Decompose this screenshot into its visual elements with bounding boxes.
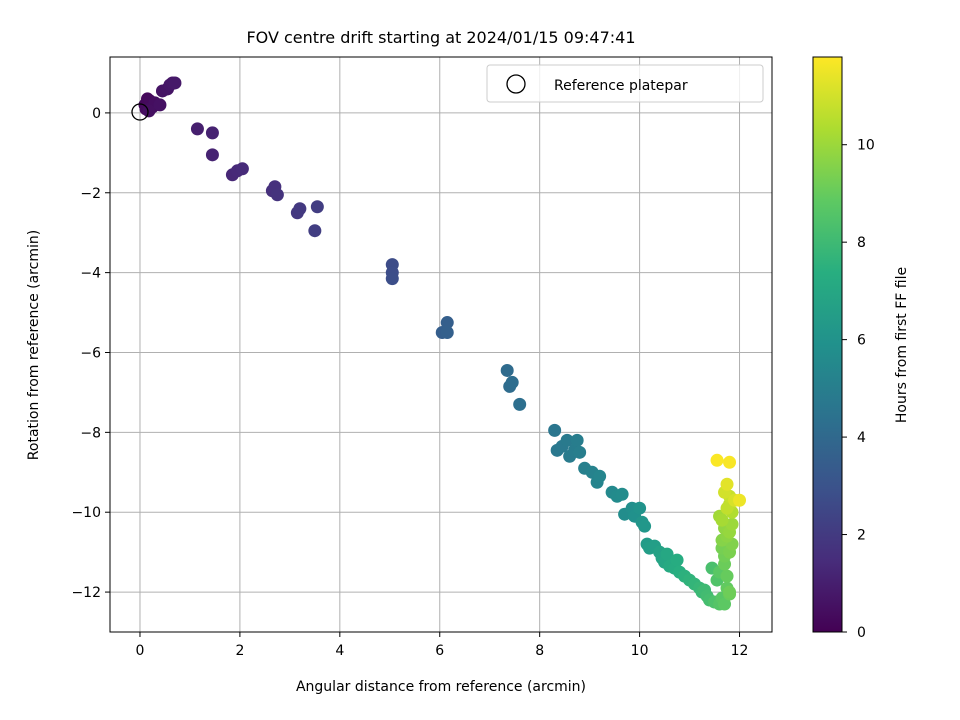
y-tick-label: −8 bbox=[80, 425, 101, 441]
scatter-point bbox=[715, 513, 729, 527]
scatter-point bbox=[505, 375, 519, 389]
x-tick-label: 0 bbox=[136, 643, 145, 659]
scatter-point bbox=[142, 104, 156, 118]
colorbar-gradient bbox=[812, 56, 843, 633]
scatter-point bbox=[205, 148, 219, 162]
scatter-point bbox=[385, 272, 399, 286]
scatter-point bbox=[190, 122, 204, 136]
scatter-point bbox=[733, 493, 747, 507]
colorbar-tick-label: 4 bbox=[857, 430, 866, 446]
x-tick-label: 8 bbox=[535, 643, 544, 659]
scatter-point bbox=[440, 326, 454, 340]
x-tick-label: 2 bbox=[235, 643, 244, 659]
scatter-point bbox=[593, 469, 607, 483]
y-tick-label: 0 bbox=[92, 106, 101, 122]
y-axis-label: Rotation from reference (arcmin) bbox=[26, 230, 42, 460]
scatter-point bbox=[548, 423, 562, 437]
colorbar: 0 2 4 6 8 10 Hours from first FF file bbox=[812, 56, 910, 641]
scatter-point bbox=[723, 585, 737, 599]
scatter-point bbox=[205, 126, 219, 140]
x-tick-label: 10 bbox=[631, 643, 649, 659]
legend-label: Reference platepar bbox=[554, 78, 688, 94]
scatter-point bbox=[710, 453, 724, 467]
scatter-point bbox=[723, 455, 737, 469]
reference-platepar-marker bbox=[131, 103, 149, 121]
scatter-point bbox=[168, 76, 182, 90]
scatter-point bbox=[500, 363, 514, 377]
scatter-point bbox=[720, 569, 734, 583]
scatter-point bbox=[153, 98, 167, 112]
legend: Reference platepar bbox=[486, 64, 764, 103]
y-tick-label: −4 bbox=[80, 266, 101, 282]
scatter-point bbox=[570, 433, 584, 447]
x-axis-ticks: 0 2 4 6 8 10 12 bbox=[136, 632, 749, 659]
chart-title: FOV centre drift starting at 2024/01/15 … bbox=[246, 28, 635, 47]
y-axis-ticks: 0 −2 −4 −6 −8 −10 −12 bbox=[71, 106, 110, 601]
legend-box bbox=[486, 64, 764, 103]
y-tick-label: −10 bbox=[71, 505, 101, 521]
scatter-point bbox=[633, 501, 647, 515]
y-tick-label: −12 bbox=[71, 585, 101, 601]
x-axis-label: Angular distance from reference (arcmin) bbox=[296, 679, 586, 695]
scatter-point bbox=[308, 224, 322, 238]
data-points bbox=[138, 76, 747, 611]
scatter-point bbox=[270, 188, 284, 202]
scatter-point bbox=[310, 200, 324, 214]
x-tick-label: 12 bbox=[731, 643, 749, 659]
scatter-point bbox=[725, 517, 739, 531]
grid-lines bbox=[110, 57, 772, 632]
colorbar-tick-label: 8 bbox=[857, 235, 866, 251]
scatter-point bbox=[670, 553, 684, 567]
scatter-point bbox=[638, 519, 652, 533]
y-tick-label: −2 bbox=[80, 186, 101, 202]
scatter-point bbox=[660, 547, 674, 561]
scatter-point bbox=[293, 202, 307, 216]
scatter-point bbox=[560, 433, 574, 447]
plot-frame bbox=[109, 56, 773, 633]
x-tick-label: 4 bbox=[335, 643, 344, 659]
colorbar-tick-label: 0 bbox=[857, 625, 866, 641]
colorbar-label: Hours from first FF file bbox=[894, 267, 910, 423]
x-tick-label: 6 bbox=[435, 643, 444, 659]
colorbar-tick-label: 2 bbox=[857, 528, 866, 544]
legend-reference-marker bbox=[506, 74, 526, 94]
scatter-point bbox=[440, 316, 454, 330]
scatter-point bbox=[513, 397, 527, 411]
scatter-point bbox=[573, 445, 587, 459]
scatter-point bbox=[235, 162, 249, 176]
scatter-point bbox=[718, 597, 732, 611]
y-tick-label: −6 bbox=[80, 345, 101, 361]
scatter-point bbox=[720, 477, 734, 491]
colorbar-tick-label: 6 bbox=[857, 333, 866, 349]
colorbar-tick-label: 10 bbox=[857, 138, 875, 154]
colorbar-ticks: 0 2 4 6 8 10 bbox=[842, 138, 875, 641]
scatter-point bbox=[615, 487, 629, 501]
